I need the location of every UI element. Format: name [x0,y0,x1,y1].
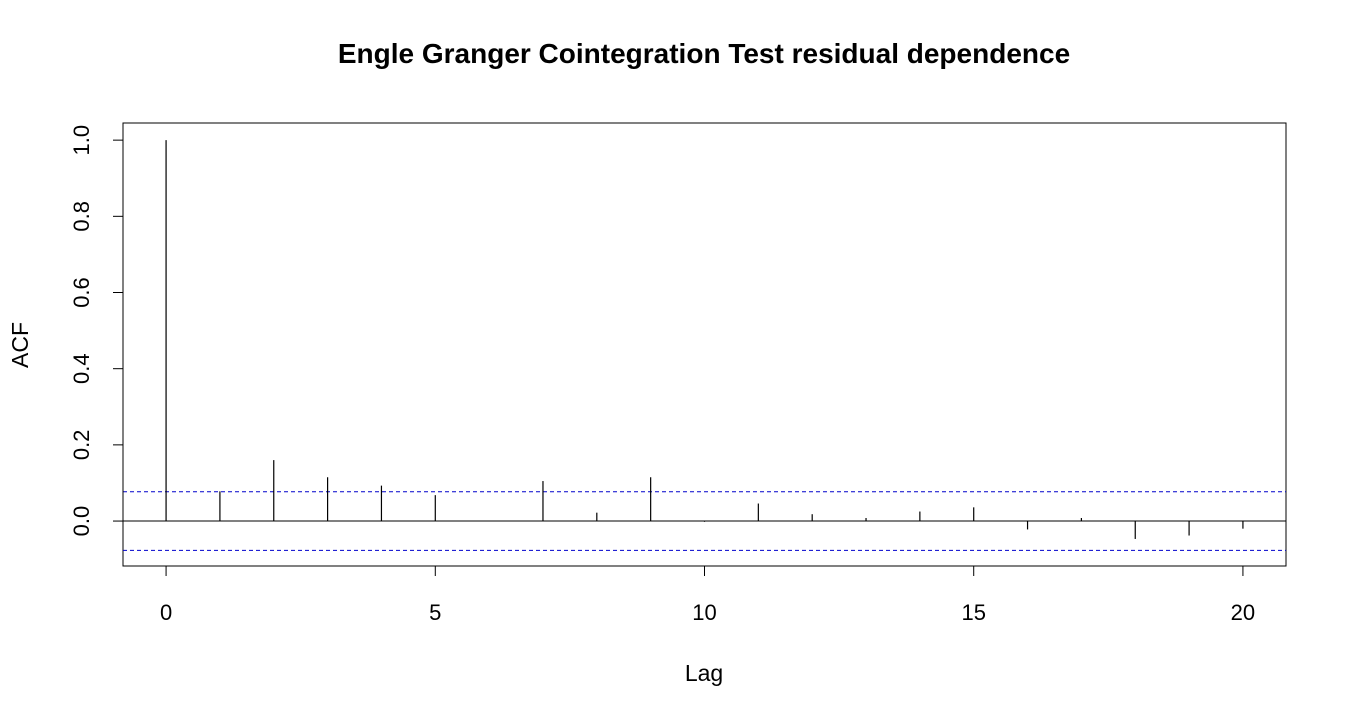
x-tick-label: 15 [961,600,985,625]
x-tick-label: 10 [692,600,716,625]
x-tick-label: 20 [1231,600,1255,625]
y-axis: 0.0 0.2 0.4 0.6 0.8 1.0 [69,125,124,537]
x-axis-label: Lag [685,660,723,686]
y-axis-label: ACF [7,322,33,368]
y-tick-label: 0.6 [69,277,94,308]
confidence-bounds-layer [123,491,1286,551]
y-tick-label: 0.4 [69,353,94,384]
x-tick-label: 0 [160,600,172,625]
y-tick-label: 0.0 [69,506,94,537]
plot-frame [122,122,1287,567]
y-tick-label: 0.8 [69,201,94,232]
x-axis: 0 5 10 15 20 [160,565,1255,625]
chart-title: Engle Granger Cointegration Test residua… [338,38,1070,69]
acf-bars-layer [165,140,1244,539]
y-tick-label: 0.2 [69,430,94,461]
y-tick-label: 1.0 [69,125,94,156]
x-tick-label: 5 [429,600,441,625]
